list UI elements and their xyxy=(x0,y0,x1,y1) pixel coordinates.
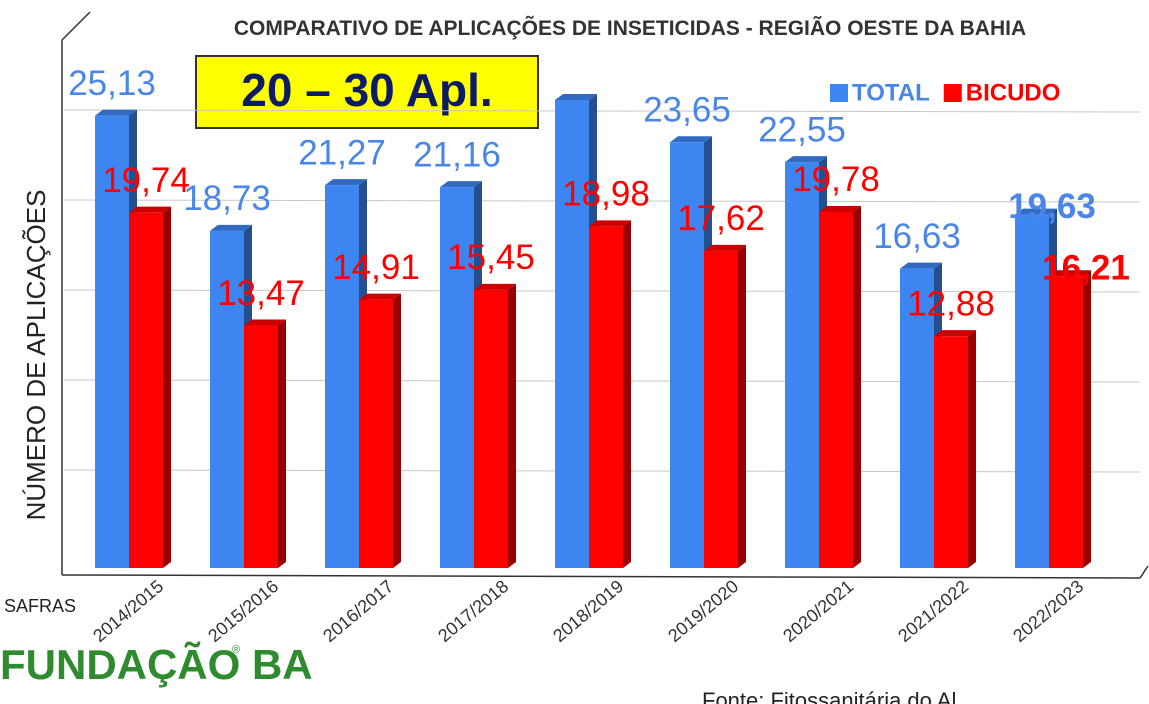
bar-side xyxy=(853,206,861,568)
value-label: 22,55 xyxy=(758,110,846,149)
x-axis-title: SAFRAS xyxy=(4,596,76,616)
bar-side xyxy=(163,207,171,568)
legend-swatch xyxy=(830,84,848,102)
value-label: 17,62 xyxy=(677,199,765,238)
bar-side xyxy=(623,220,631,568)
page: NÚMERO DE APLICAÇÕES SAFRAS 20 – 30 Apl.… xyxy=(0,0,1149,704)
bar-side xyxy=(1083,270,1091,568)
value-label: 19,63 xyxy=(1008,187,1096,226)
x-tick-label: 2019/2020 xyxy=(664,576,742,646)
bar xyxy=(325,185,359,568)
x-tick-label: 2016/2017 xyxy=(319,576,397,646)
x-tick-label: 2017/2018 xyxy=(434,576,512,646)
bar-side xyxy=(508,284,516,568)
logo-mark: ® xyxy=(232,644,240,656)
value-label: 16,21 xyxy=(1042,248,1130,287)
chart-title: COMPARATIVO DE APLICAÇÕES DE INSETICIDAS… xyxy=(220,12,1040,46)
value-label: 14,91 xyxy=(332,248,420,287)
legend-swatch xyxy=(944,84,962,102)
value-label: 13,47 xyxy=(217,274,305,313)
value-label: 21,16 xyxy=(413,135,501,174)
bar xyxy=(704,251,738,568)
legend-label: TOTAL xyxy=(852,79,930,106)
bar xyxy=(359,300,393,568)
logo: FUNDAÇÃO BA xyxy=(0,641,313,688)
value-label: 12,88 xyxy=(907,284,995,323)
bar xyxy=(819,212,853,568)
bar xyxy=(244,326,278,568)
bar xyxy=(1049,276,1083,568)
value-label: 18,98 xyxy=(562,175,650,214)
bar-side xyxy=(738,245,746,568)
bar-side xyxy=(968,330,976,568)
bar xyxy=(589,226,623,568)
chart: NÚMERO DE APLICAÇÕES SAFRAS 20 – 30 Apl.… xyxy=(0,0,1149,704)
x-tick-label: 2014/2015 xyxy=(89,576,167,646)
bar xyxy=(934,336,968,568)
value-label: 18,73 xyxy=(183,179,271,218)
source: Fonte: Fitossanitária do Al xyxy=(702,688,956,704)
legend-label: BICUDO xyxy=(966,79,1061,106)
value-label: 16,63 xyxy=(873,217,961,256)
x-tick-label: 2021/2022 xyxy=(894,576,972,646)
value-label: 15,45 xyxy=(447,238,535,277)
value-label: 19,74 xyxy=(102,161,190,200)
value-label: 21,27 xyxy=(298,133,386,172)
value-label: 25,13 xyxy=(68,64,156,103)
annotation: 20 – 30 Apl. xyxy=(241,64,492,116)
value-label: 23,65 xyxy=(643,91,731,130)
y-axis-depth xyxy=(62,12,90,40)
x-tick-label: 2015/2016 xyxy=(204,576,282,646)
bar xyxy=(555,100,589,568)
floor-line xyxy=(62,575,1140,578)
floor-depth xyxy=(1140,566,1148,578)
x-tick-label: 2018/2019 xyxy=(549,576,627,646)
bar xyxy=(474,290,508,568)
bar xyxy=(785,162,819,568)
y-axis-title: NÚMERO DE APLICAÇÕES xyxy=(21,190,51,521)
bar-side xyxy=(393,294,401,568)
x-tick-label: 2022/2023 xyxy=(1009,576,1087,646)
bar xyxy=(129,213,163,568)
value-label: 19,78 xyxy=(792,160,880,199)
bar-side xyxy=(278,320,286,568)
x-tick-label: 2020/2021 xyxy=(779,576,857,646)
